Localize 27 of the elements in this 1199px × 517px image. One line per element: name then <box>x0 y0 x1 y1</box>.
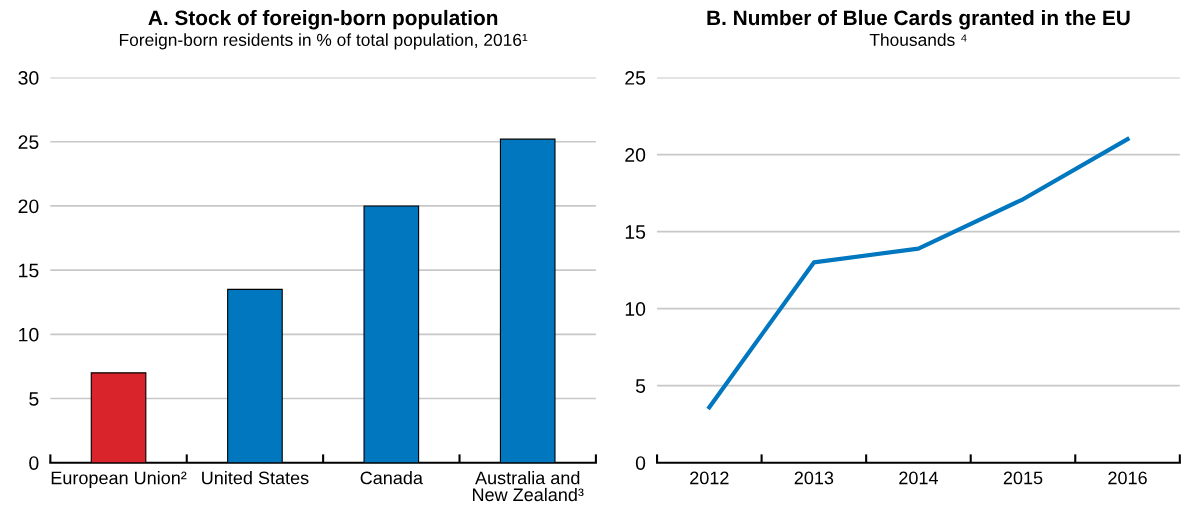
x-tick-label: 2014 <box>899 471 938 485</box>
y-tick-label: 20 <box>625 148 646 162</box>
y-tick-label: 20 <box>18 199 39 214</box>
y-tick-label: 25 <box>625 71 646 85</box>
chart-subtitle: Foreign-born residents in % of total population, 2016¹ <box>119 33 528 50</box>
x-tick-label: Australia and New Zealand³ <box>473 471 584 502</box>
y-tick-label: 15 <box>19 263 39 278</box>
chart-title: A. Stock of foreign-born population <box>148 9 498 30</box>
x-tick-label: 2016 <box>1108 471 1147 485</box>
x-tick-label: 2012 <box>690 471 729 485</box>
x-tick-label: 2013 <box>794 471 834 485</box>
y-tick-label: 15 <box>625 225 646 239</box>
y-tick-label: 25 <box>18 135 39 149</box>
x-tick-label: Canada <box>360 471 423 485</box>
chart-subtitle: Thousands ⁴ <box>869 33 967 47</box>
line-series <box>707 137 1130 410</box>
y-tick-label: 5 <box>635 379 646 393</box>
chart-title: B. Number of Blue Cards granted in the EU <box>707 9 1130 30</box>
x-tick-label: European Union² <box>51 471 187 488</box>
x-tick-label: 2015 <box>1003 471 1043 485</box>
y-tick-label: 10 <box>19 327 39 342</box>
y-tick-label: 30 <box>18 71 39 85</box>
x-tick-label: United States <box>202 471 309 485</box>
y-tick-label: 10 <box>625 302 646 316</box>
y-tick-label: 5 <box>29 392 39 406</box>
y-tick-label: 0 <box>635 456 646 470</box>
y-tick-label: 0 <box>29 456 39 470</box>
